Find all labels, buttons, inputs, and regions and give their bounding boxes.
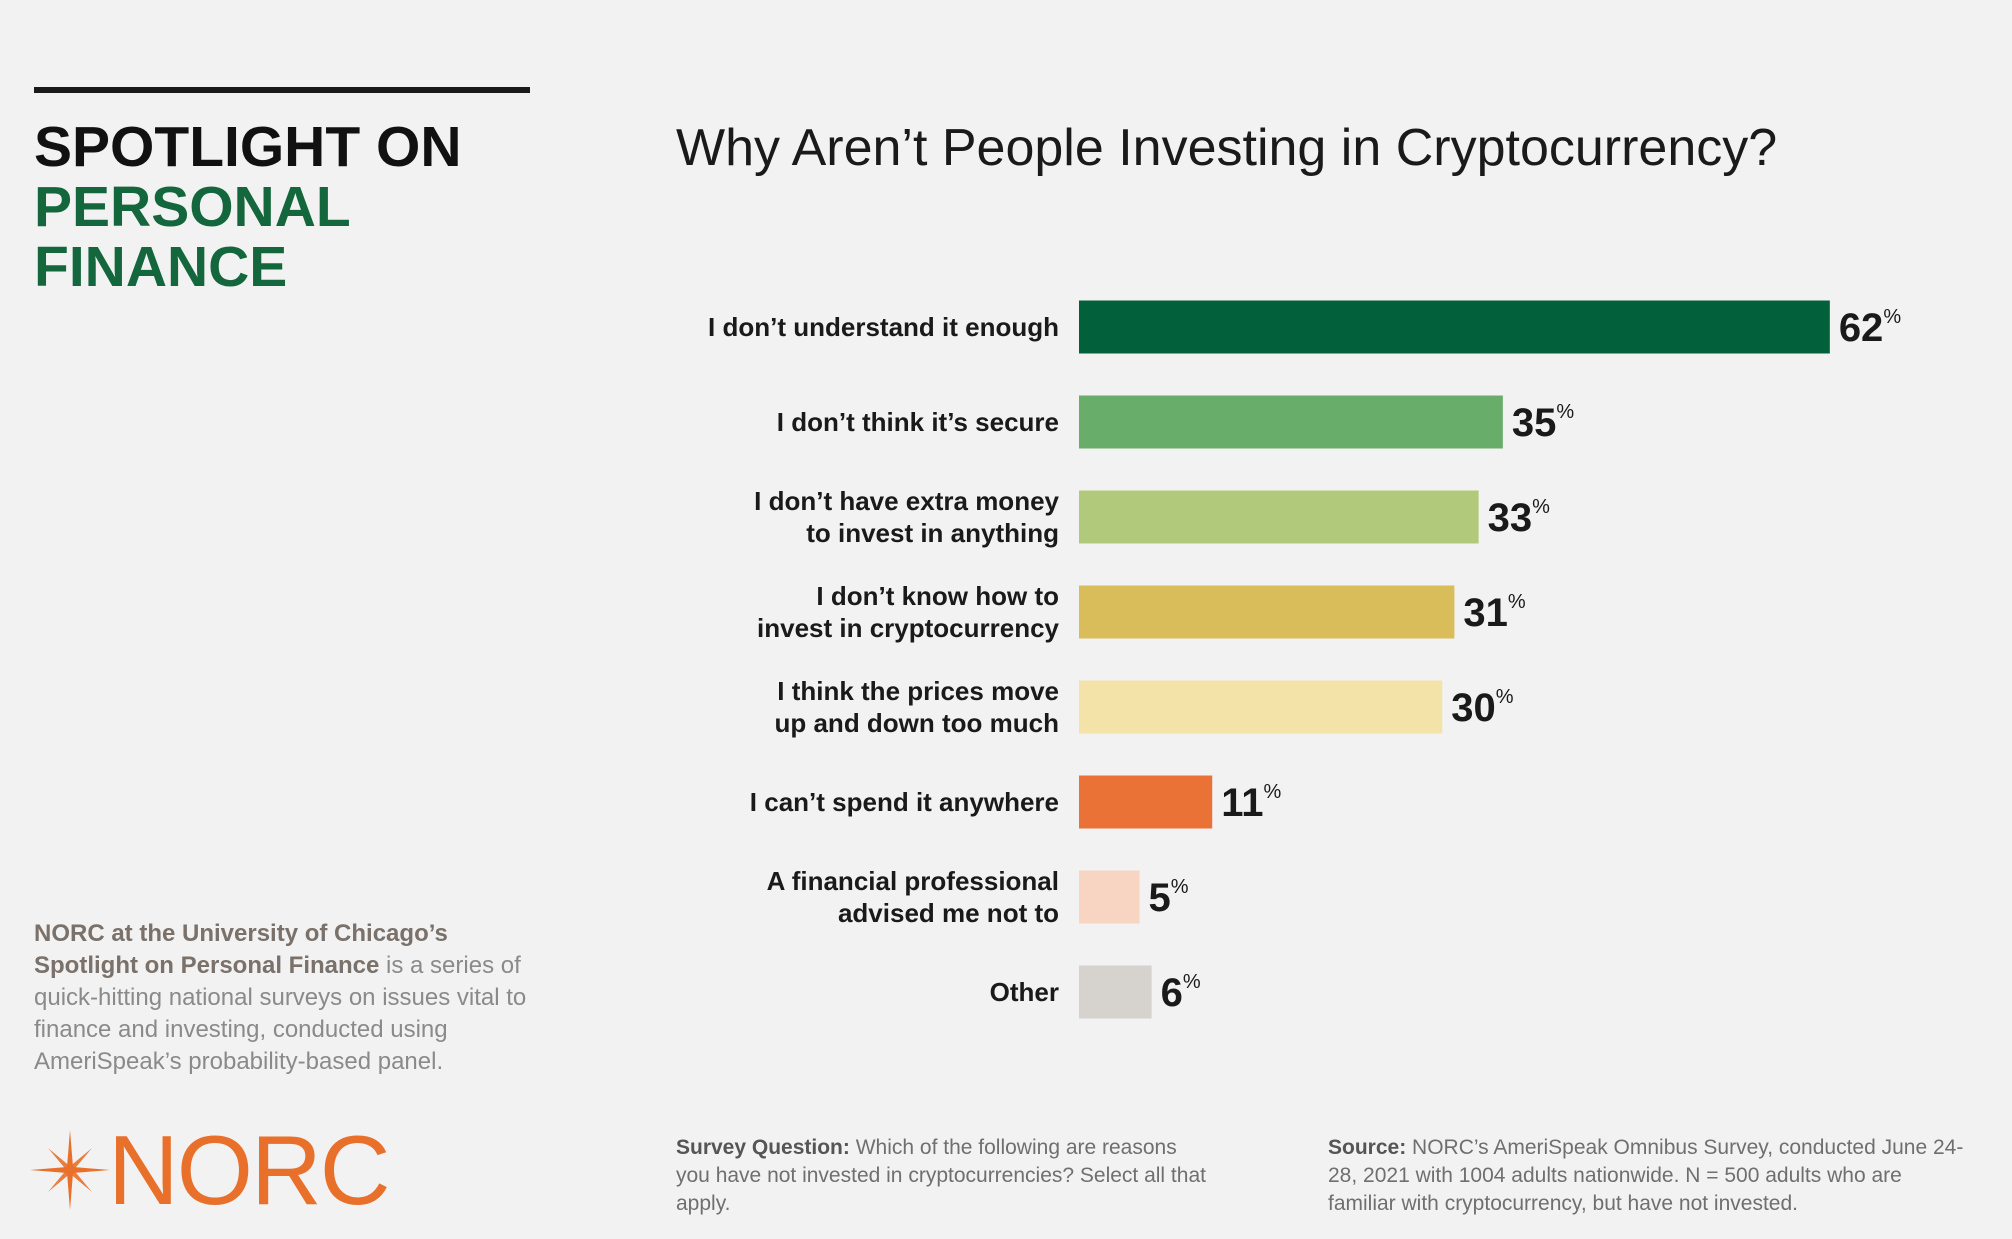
chart-title: Why Aren’t People Investing in Cryptocur… (676, 119, 1778, 177)
survey-question-label: Survey Question: (676, 1136, 850, 1159)
source-note: Source: NORC’s AmeriSpeak Omnibus Survey… (1328, 1134, 1968, 1218)
category-label: I can’t spend it anywhere (750, 787, 1059, 817)
source-note-text: NORC’s AmeriSpeak Omnibus Survey, conduc… (1328, 1136, 1964, 1215)
category-label: I don’t have extra money to invest in any… (754, 486, 1059, 548)
category-label: I don’t know how to invest in cryptocurre… (757, 581, 1060, 643)
top-rule (34, 87, 530, 93)
value-label: 35% (1512, 401, 1575, 445)
series-description: NORC at the University of Chicago’s Spot… (34, 918, 544, 1078)
source-note-label: Source: (1328, 1136, 1407, 1159)
value-label: 33% (1488, 496, 1551, 540)
value-label: 62% (1839, 306, 1902, 350)
norc-logo-text: NORC (108, 1115, 391, 1225)
series-title: SPOTLIGHT ON PERSONAL FINANCE (34, 117, 462, 297)
bar (1079, 870, 1140, 924)
bar (1079, 965, 1152, 1019)
star-icon (30, 1130, 110, 1210)
value-label: 30% (1451, 686, 1514, 730)
category-label: I think the prices move up and down too m… (774, 676, 1059, 738)
value-label: 31% (1463, 591, 1526, 635)
series-title-line3: FINANCE (34, 235, 288, 299)
category-label: I don’t think it’s secure (777, 407, 1059, 437)
norc-logo: NORC (26, 1115, 391, 1225)
value-label: 11% (1221, 781, 1281, 825)
category-label: A financial professional advised me not t… (767, 866, 1059, 928)
value-label: 5% (1149, 876, 1189, 920)
series-title-line2: PERSONAL (34, 175, 351, 239)
bar (1079, 680, 1443, 734)
category-label: I don’t understand it enough (708, 312, 1059, 342)
series-description-strong: NORC at the University of Chicago’s Spot… (34, 920, 448, 979)
series-description-rest: is a series of quick-hitting national su… (34, 952, 527, 1075)
bar (1079, 490, 1479, 544)
survey-question: Survey Question: Which of the following … (676, 1134, 1216, 1218)
bar (1079, 395, 1503, 449)
series-title-line1: SPOTLIGHT ON (34, 115, 462, 179)
category-label: Other (990, 977, 1059, 1007)
bar (1079, 775, 1213, 829)
bar (1079, 300, 1830, 354)
bar (1079, 585, 1455, 639)
value-label: 6% (1161, 971, 1201, 1015)
survey-question-text: Which of the following are reasons you h… (676, 1136, 1206, 1215)
